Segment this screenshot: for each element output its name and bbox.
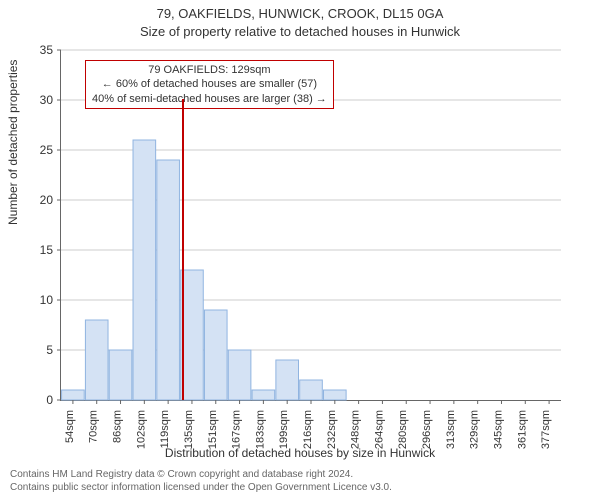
chart-title-address: 79, OAKFIELDS, HUNWICK, CROOK, DL15 0GA [0,6,600,21]
svg-text:0: 0 [46,393,53,407]
svg-text:167sqm: 167sqm [231,410,243,449]
property-marker-line [182,99,184,400]
svg-text:54sqm: 54sqm [64,410,76,443]
callout-line1: 79 OAKFIELDS: 129sqm [92,63,327,77]
histogram-bar [204,310,227,400]
svg-text:248sqm: 248sqm [350,410,362,449]
svg-text:329sqm: 329sqm [469,410,481,449]
svg-text:5: 5 [46,343,53,357]
svg-text:70sqm: 70sqm [88,410,100,443]
svg-text:345sqm: 345sqm [492,410,504,449]
svg-text:280sqm: 280sqm [397,410,409,449]
histogram-bar [109,350,132,400]
svg-text:232sqm: 232sqm [326,410,338,449]
svg-text:199sqm: 199sqm [278,410,290,449]
attribution-footer: Contains HM Land Registry data © Crown c… [10,469,392,494]
x-axis-label: Distribution of detached houses by size … [0,446,600,460]
svg-text:15: 15 [40,243,54,257]
histogram-bar [157,160,180,400]
svg-text:264sqm: 264sqm [373,410,385,449]
y-axis-label: Number of detached properties [6,60,20,225]
svg-text:216sqm: 216sqm [302,410,314,449]
svg-text:86sqm: 86sqm [112,410,124,443]
svg-text:119sqm: 119sqm [159,410,171,448]
svg-text:296sqm: 296sqm [421,410,433,449]
histogram-bar [276,360,299,400]
histogram-bar [324,390,347,400]
histogram-bar [228,350,251,400]
svg-text:135sqm: 135sqm [183,410,195,449]
callout-annotation: 79 OAKFIELDS: 129sqm ← 60% of detached h… [85,60,334,109]
callout-line3: 40% of semi-detached houses are larger (… [92,92,327,106]
histogram-bar [300,380,323,400]
chart-subtitle: Size of property relative to detached ho… [0,24,600,39]
histogram-bar [252,390,275,400]
svg-text:377sqm: 377sqm [540,410,552,449]
svg-text:313sqm: 313sqm [445,410,457,449]
svg-text:25: 25 [40,143,54,157]
svg-text:10: 10 [40,293,54,307]
svg-text:102sqm: 102sqm [135,410,147,449]
svg-text:20: 20 [40,193,54,207]
svg-text:361sqm: 361sqm [516,410,528,449]
svg-text:151sqm: 151sqm [207,410,219,449]
svg-text:183sqm: 183sqm [254,410,266,449]
histogram-bar [62,390,85,400]
histogram-bar [133,140,156,400]
svg-text:30: 30 [40,93,54,107]
histogram-bar [85,320,108,400]
callout-line2: ← 60% of detached houses are smaller (57… [92,77,327,91]
footer-line1: Contains HM Land Registry data © Crown c… [10,469,392,482]
footer-line2: Contains public sector information licen… [10,482,392,495]
svg-text:35: 35 [40,43,54,57]
